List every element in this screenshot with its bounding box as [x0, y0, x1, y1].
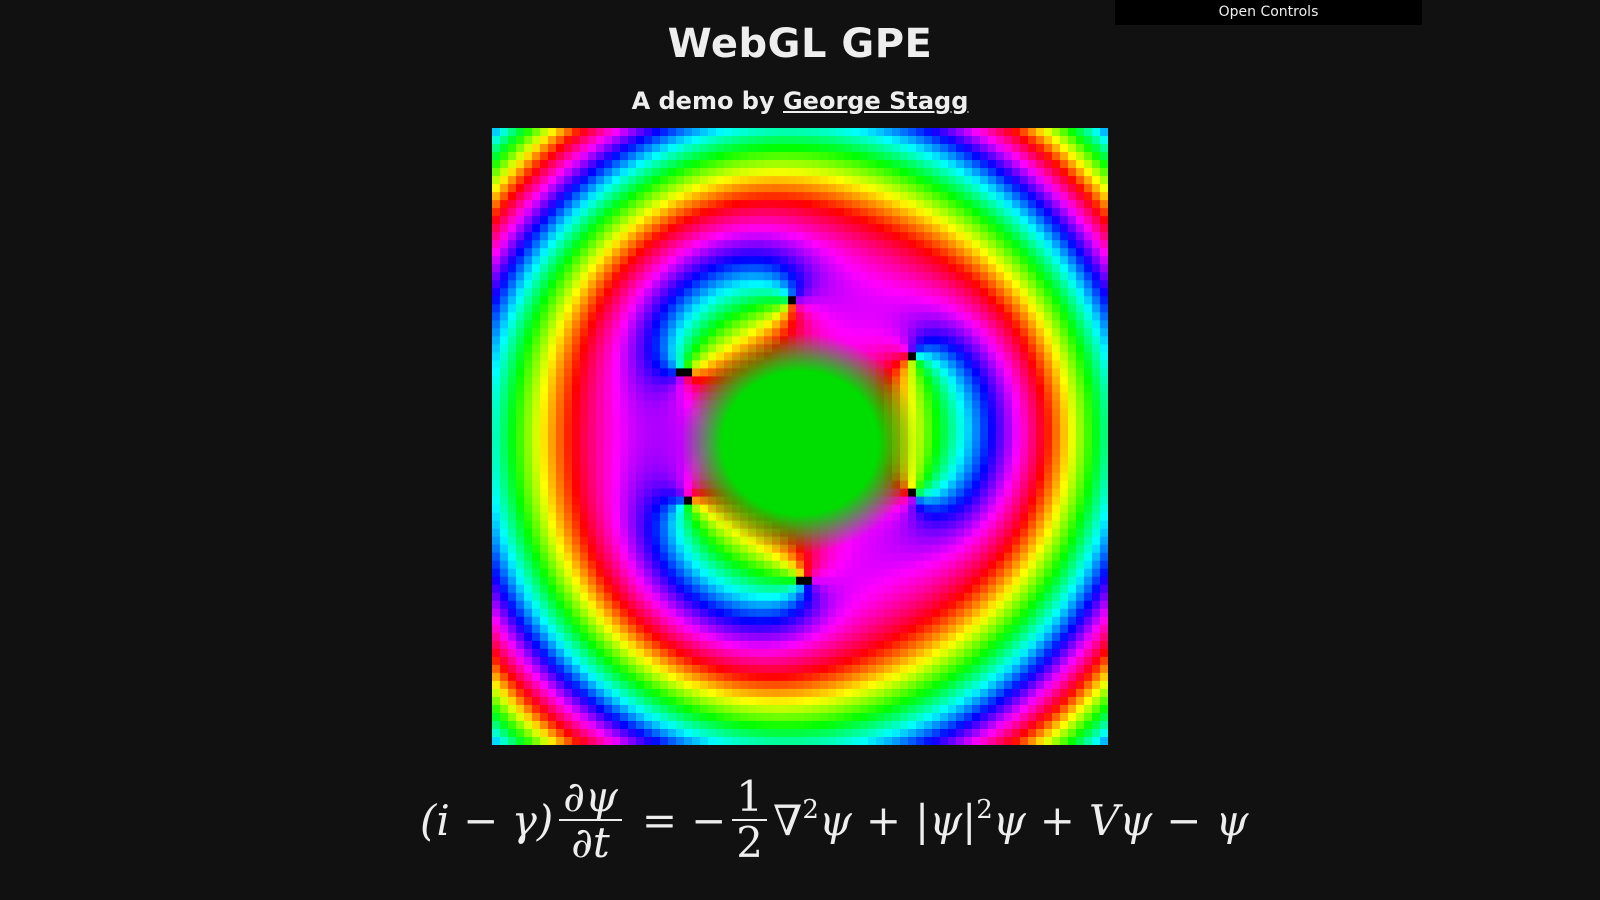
subtitle-prefix: A demo by [631, 87, 783, 115]
plus-sign-1: + [865, 795, 902, 845]
half-fraction-bar [732, 819, 767, 821]
fraction-bar [559, 819, 622, 821]
psi-term: ψ [818, 795, 852, 845]
gpe-equation: (i − γ) ∂ψ ∂t = − 1 2 ∇ 2 ψ + |ψ| 2 ψ + Vψ [0, 760, 1600, 880]
laplacian-power: 2 [802, 795, 819, 825]
condensate-core [680, 333, 920, 553]
page-subtitle: A demo by George Stagg [0, 86, 1600, 116]
equation-row: (i − γ) ∂ψ ∂t = − 1 2 ∇ 2 ψ + |ψ| 2 ψ + Vψ [420, 760, 1248, 880]
simulation-canvas[interactable] [492, 128, 1108, 745]
psi-end-term: ψ [1215, 795, 1249, 845]
half-denominator: 2 [736, 818, 763, 867]
psi-term-2: ψ [992, 795, 1026, 845]
author-link[interactable]: George Stagg [782, 87, 969, 115]
half-numerator: 1 [736, 772, 763, 821]
page-title: WebGL GPE [667, 21, 933, 67]
potential-term: Vψ [1088, 795, 1153, 845]
fraction-denominator: ∂t [571, 818, 610, 867]
half-fraction: 1 2 [732, 775, 767, 865]
fraction-numerator: ∂ψ [563, 772, 618, 821]
phase-field-svg[interactable] [492, 128, 1108, 745]
equals-sign: = [641, 795, 678, 845]
time-derivative-fraction: ∂ψ ∂t [559, 775, 622, 865]
abs-psi-power: 2 [976, 795, 993, 825]
plus-sign-2: + [1039, 795, 1075, 845]
laplacian-symbol: ∇ [773, 795, 803, 845]
equation-lhs-prefix: (i − γ) [420, 795, 554, 845]
open-controls-button[interactable]: Open Controls [1115, 0, 1422, 25]
abs-psi-term: |ψ| [915, 795, 977, 845]
minus-sign-2: − [1166, 795, 1202, 845]
minus-sign: − [691, 795, 727, 845]
